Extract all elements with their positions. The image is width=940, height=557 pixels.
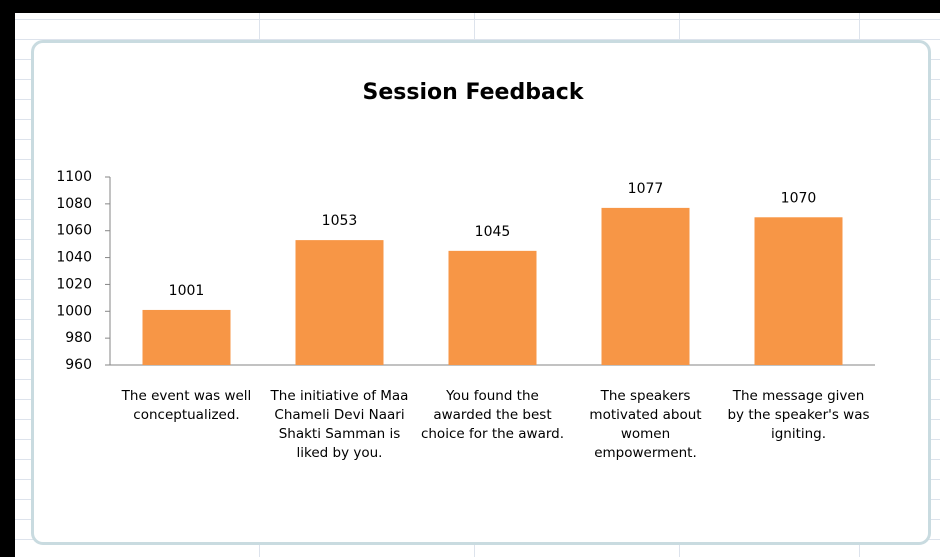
chart-title: Session Feedback [363,80,585,105]
y-tick-label: 1100 [56,169,92,185]
bar [448,250,537,365]
x-tick-label: The initiative of Maa Chameli Devi Naari… [270,388,409,461]
bar [142,309,231,365]
y-tick-label: 1000 [56,303,92,319]
x-tick-label: You found the awarded the best choice fo… [420,388,565,442]
x-tick-label: The event was well conceptualized. [121,388,252,423]
y-tick-label: 980 [65,330,92,346]
bar [295,240,384,365]
window-border [0,0,15,557]
data-label: 1077 [628,181,664,197]
x-tick-label: The speakers motivated about women empow… [589,388,702,461]
data-label: 1001 [169,283,205,299]
y-tick-label: 1040 [56,250,92,266]
bar [601,207,690,365]
y-tick-label: 1020 [56,276,92,292]
data-label: 1045 [475,224,511,240]
data-label: 1053 [322,213,358,229]
data-label: 1070 [781,190,817,206]
bar [754,217,843,365]
x-tick-label: The message given by the speaker's was i… [727,388,870,442]
y-tick-label: 960 [65,357,92,373]
y-tick-label: 1080 [56,196,92,212]
window-border [0,0,940,13]
y-tick-label: 1060 [56,223,92,239]
